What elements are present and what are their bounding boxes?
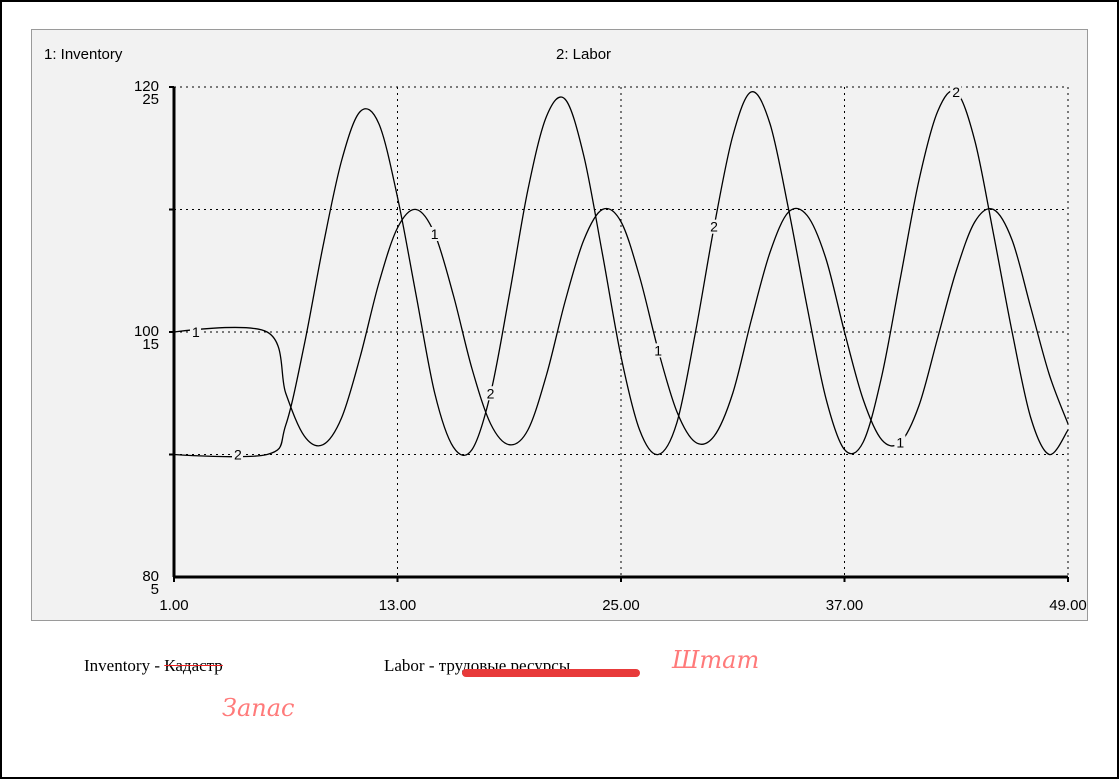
series-marker-bg: [190, 325, 201, 339]
series-marker-bg: [950, 84, 962, 99]
series-marker-2: 2: [952, 84, 960, 100]
inventory-note-struck: Кадастр: [164, 656, 223, 675]
series-marker-bg: [708, 219, 720, 234]
legend-series2: 2: Labor: [556, 46, 611, 63]
series-line-labor: [173, 90, 1069, 458]
y-tick-label-series1: 100: [134, 323, 159, 340]
x-tick-label: 49.00: [1049, 597, 1087, 614]
series-marker-1: 1: [654, 342, 662, 358]
series-markers: 1 1 1 1 2 2 2 2: [190, 84, 962, 463]
inventory-note: Inventory - Кадастр: [84, 656, 223, 676]
series-marker-2: 2: [710, 219, 718, 235]
series-marker-1: 1: [431, 226, 439, 242]
x-tick-label: 1.00: [159, 597, 188, 614]
x-tick-label: 13.00: [379, 597, 417, 614]
series-marker-bg: [484, 386, 496, 401]
handwritten-inventory: Запас: [222, 694, 295, 722]
series-marker-1: 1: [192, 324, 200, 340]
y-tick-label-series2: 5: [151, 581, 159, 598]
tick-labels: 1.00 13.00 25.00 37.00 49.00 120 100 80 25 15 5: [134, 78, 1087, 614]
handwritten-labor: Штат: [672, 646, 760, 674]
legend-series1: 1: Inventory: [44, 46, 123, 63]
x-tick-label: 37.00: [826, 597, 864, 614]
y-tick-label-series1: 120: [134, 78, 159, 95]
y-tick-label-series2: 25: [142, 91, 159, 108]
y-tick-label-series2: 15: [142, 336, 159, 353]
series-marker-bg: [232, 447, 243, 462]
x-tick-label: 25.00: [602, 597, 640, 614]
y-tick-label-series1: 80: [142, 568, 159, 585]
series-marker-bg: [428, 227, 440, 241]
series-marker-1: 1: [896, 434, 904, 450]
labor-strike-mark: [462, 669, 640, 677]
series-marker-bg: [652, 343, 664, 358]
series-marker-bg: [894, 435, 906, 450]
grid: [169, 86, 1069, 577]
series-marker-2: 2: [234, 447, 242, 463]
labor-note-label: Labor -: [384, 656, 439, 675]
inventory-note-label: Inventory -: [84, 656, 165, 675]
series-marker-2: 2: [487, 385, 495, 401]
